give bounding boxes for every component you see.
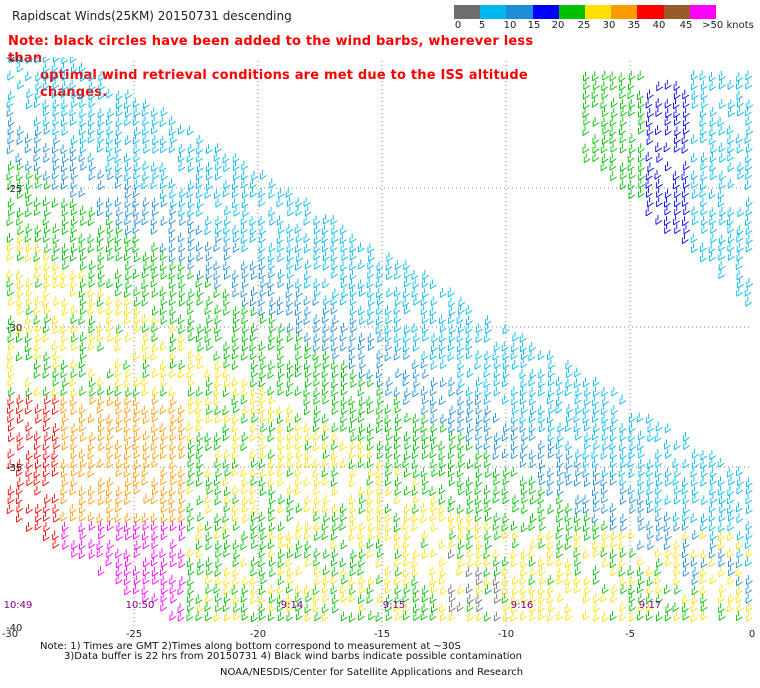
lat-label: -20 — [6, 57, 22, 64]
lon-label: -25 — [126, 629, 142, 640]
time-label: 10:50 — [126, 600, 155, 611]
lon-label: -30 — [2, 629, 18, 640]
wind-barb-map: -20-25-30-35-40-30 -25 -20 -15 -10 -5 010:49 10… — [2, 57, 755, 640]
time-label: 9:16 — [511, 600, 533, 611]
colorbar-swatch — [480, 5, 507, 19]
time-label: 9:15 — [383, 600, 405, 611]
lat-label: -25 — [6, 184, 22, 195]
colorbar-labels: 0 5 10 15 20 25 30 35 40 45 >50 knots — [454, 20, 754, 34]
colorbar-swatch — [663, 5, 690, 19]
colorbar-swatch — [585, 5, 612, 19]
colorbar-label: 10 — [503, 20, 517, 31]
axis-labels: -20-25-30-35-40-30 -25 -20 -15 -10 -5 010:49 10… — [2, 57, 755, 640]
lat-label: -40 — [6, 623, 22, 634]
note-line-1: Note: black circles have been added to t… — [8, 34, 534, 66]
time-label: 9:14 — [281, 600, 303, 611]
colorbar-swatch — [689, 5, 717, 19]
colorbar-label: 30 — [602, 20, 616, 31]
lat-label: -30 — [6, 323, 22, 334]
lat-label: -35 — [6, 463, 22, 474]
footer-note-2: 3)Data buffer is 22 hrs from 20150731 4)… — [64, 651, 522, 662]
colorbar-label: 5 — [478, 20, 486, 31]
wind-barbs — [6, 57, 754, 623]
colorbar-label: 35 — [627, 20, 641, 31]
footer-note-1: Note: 1) Times are GMT 2)Times along bot… — [40, 641, 461, 652]
time-label: 10:49 — [4, 600, 33, 611]
colorbar-swatch — [506, 5, 533, 19]
colorbar-swatch — [611, 5, 638, 19]
colorbar-label: 0 — [454, 20, 462, 31]
lon-label: -5 — [625, 629, 635, 640]
colorbar-label: >50 knots — [702, 20, 754, 31]
colorbar-label: 25 — [577, 20, 591, 31]
lon-label: 0 — [749, 629, 755, 640]
footer-credit: NOAA/NESDIS/Center for Satellite Applica… — [220, 667, 524, 678]
time-label: 9:17 — [639, 600, 661, 611]
lon-label: -20 — [250, 629, 266, 640]
colorbar-label: 15 — [527, 20, 541, 31]
product-title: Rapidscat Winds(25KM) 20150731 descendin… — [12, 9, 292, 23]
colorbar-swatch — [532, 5, 559, 19]
colorbar-label: 20 — [551, 20, 565, 31]
colorbar-label: 45 — [679, 20, 693, 31]
colorbar-label: 40 — [652, 20, 666, 31]
wind-speed-colorbar — [454, 5, 717, 19]
colorbar-swatch — [558, 5, 586, 19]
colorbar-swatch — [637, 5, 664, 19]
lon-label: -10 — [498, 629, 514, 640]
colorbar-swatch — [454, 5, 481, 19]
lon-label: -15 — [374, 629, 390, 640]
